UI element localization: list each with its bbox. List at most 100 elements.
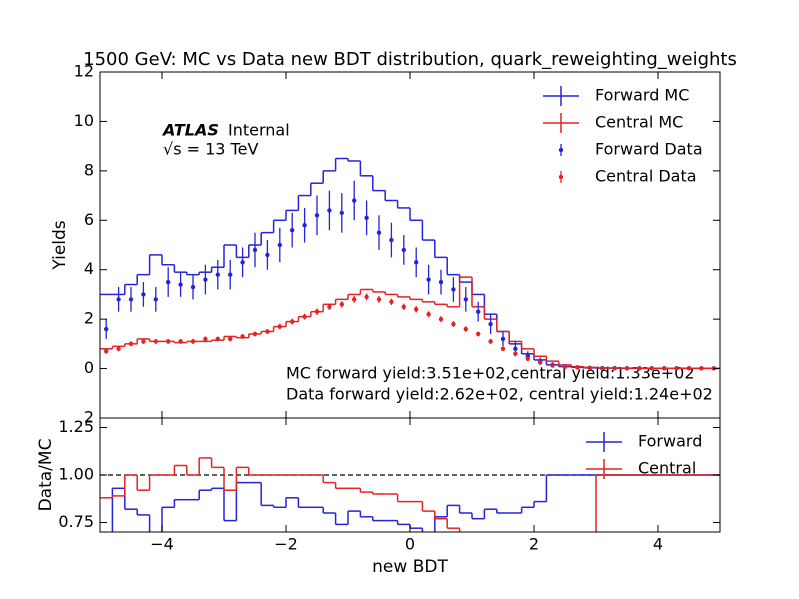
- energy-label: √s = 13 TeV: [163, 140, 258, 159]
- legend-label: Central: [638, 459, 696, 478]
- data-point: [414, 260, 419, 265]
- data-point: [426, 312, 431, 317]
- data-point: [166, 339, 171, 344]
- data-point: [438, 279, 444, 285]
- data-point: [240, 334, 245, 339]
- data-point: [352, 198, 357, 203]
- x-tick-label: 0: [405, 535, 415, 554]
- data-point: [141, 339, 146, 344]
- data-point: [116, 297, 121, 302]
- data-point: [302, 314, 307, 319]
- data-point: [302, 223, 307, 228]
- y-tick-label: 0.75: [58, 512, 94, 531]
- data-point: [451, 321, 456, 327]
- data-point: [389, 299, 394, 305]
- ratio-plot: [100, 457, 720, 532]
- data-point: [314, 309, 320, 314]
- data-point: [339, 210, 344, 216]
- data-point: [451, 287, 456, 292]
- data-point: [500, 336, 506, 342]
- data-point: [190, 339, 196, 344]
- data-point: [637, 366, 642, 371]
- data-point: [290, 227, 295, 233]
- data-point: [414, 307, 419, 312]
- data-point: [252, 331, 258, 337]
- data-point: [376, 297, 382, 302]
- annotation: Data forward yield:2.62e+02, central yie…: [286, 385, 713, 404]
- y-tick-label: 6: [84, 210, 94, 229]
- data-point: [389, 237, 394, 243]
- data-point: [203, 277, 208, 282]
- data-point: [463, 326, 468, 332]
- y-tick-label: 1.25: [58, 417, 94, 436]
- axes: 2 0 2 4 6 8 10 12 0.75 1.00 1.25 −4 −2 0 2 4 Forward MC C…: [58, 62, 721, 554]
- data-point: [500, 346, 506, 351]
- data-point: [488, 339, 493, 344]
- data-point: [215, 336, 220, 342]
- data-point: [327, 304, 332, 309]
- data-point: [190, 284, 196, 290]
- data-point: [290, 319, 295, 324]
- annotation: MC forward yield:3.51e+02,central yield:…: [286, 364, 695, 383]
- data-point: [587, 365, 592, 371]
- data-point: [228, 336, 233, 342]
- legend-marker: [558, 174, 564, 180]
- data-point: [352, 297, 357, 302]
- data-point: [463, 297, 468, 302]
- x-axis-label: new BDT: [372, 557, 448, 577]
- legend-label: Central MC: [595, 113, 683, 132]
- data-point: [339, 302, 344, 307]
- data-point: [476, 331, 481, 337]
- data-point: [686, 366, 692, 371]
- data-point: [624, 366, 630, 371]
- y-tick-label: 0: [84, 358, 94, 377]
- experiment-label: ATLAS: [161, 121, 219, 140]
- data-point: [562, 364, 568, 370]
- x-tick-label: −2: [274, 535, 298, 554]
- legend-label: Forward: [638, 432, 702, 451]
- legend-label: Forward MC: [595, 86, 689, 105]
- data-point: [600, 366, 605, 371]
- data-point: [513, 351, 518, 356]
- data-point: [178, 339, 183, 344]
- data-point: [538, 360, 543, 365]
- x-tick-label: 2: [529, 535, 539, 554]
- data-point: [265, 252, 270, 258]
- data-point: [104, 326, 109, 332]
- data-point: [674, 366, 679, 371]
- data-point: [128, 341, 134, 347]
- data-point: [104, 349, 109, 354]
- data-point: [178, 282, 183, 287]
- data-point: [612, 366, 617, 371]
- data-point: [277, 324, 282, 329]
- data-point: [426, 277, 431, 282]
- y-tick-label: 8: [84, 160, 94, 179]
- y-axis-label: Yields: [50, 220, 70, 270]
- y-tick-label: 4: [84, 259, 94, 278]
- y-tick-label: 2: [84, 309, 94, 328]
- data-point: [438, 316, 444, 322]
- data-point: [699, 366, 704, 371]
- data-point: [550, 363, 555, 368]
- data-point: [240, 260, 245, 265]
- legend-label: Forward Data: [595, 140, 703, 159]
- data-point: [476, 309, 481, 314]
- data-point: [488, 321, 493, 327]
- data-point: [215, 272, 220, 277]
- y-axis-label: Data/MC: [36, 439, 56, 512]
- data-point: [649, 366, 654, 371]
- y-tick-label: 1.00: [58, 465, 94, 484]
- data-point: [327, 208, 332, 213]
- data-point: [141, 292, 146, 297]
- data-point: [277, 242, 282, 248]
- data-point: [166, 279, 171, 285]
- data-point: [228, 272, 233, 277]
- data-point: [265, 329, 270, 334]
- legend-marker: [558, 147, 564, 153]
- data-point: [401, 304, 406, 309]
- data-point: [662, 366, 667, 371]
- x-tick-label: 4: [653, 535, 663, 554]
- y-tick-label: 12: [74, 62, 94, 81]
- data-point: [116, 346, 121, 351]
